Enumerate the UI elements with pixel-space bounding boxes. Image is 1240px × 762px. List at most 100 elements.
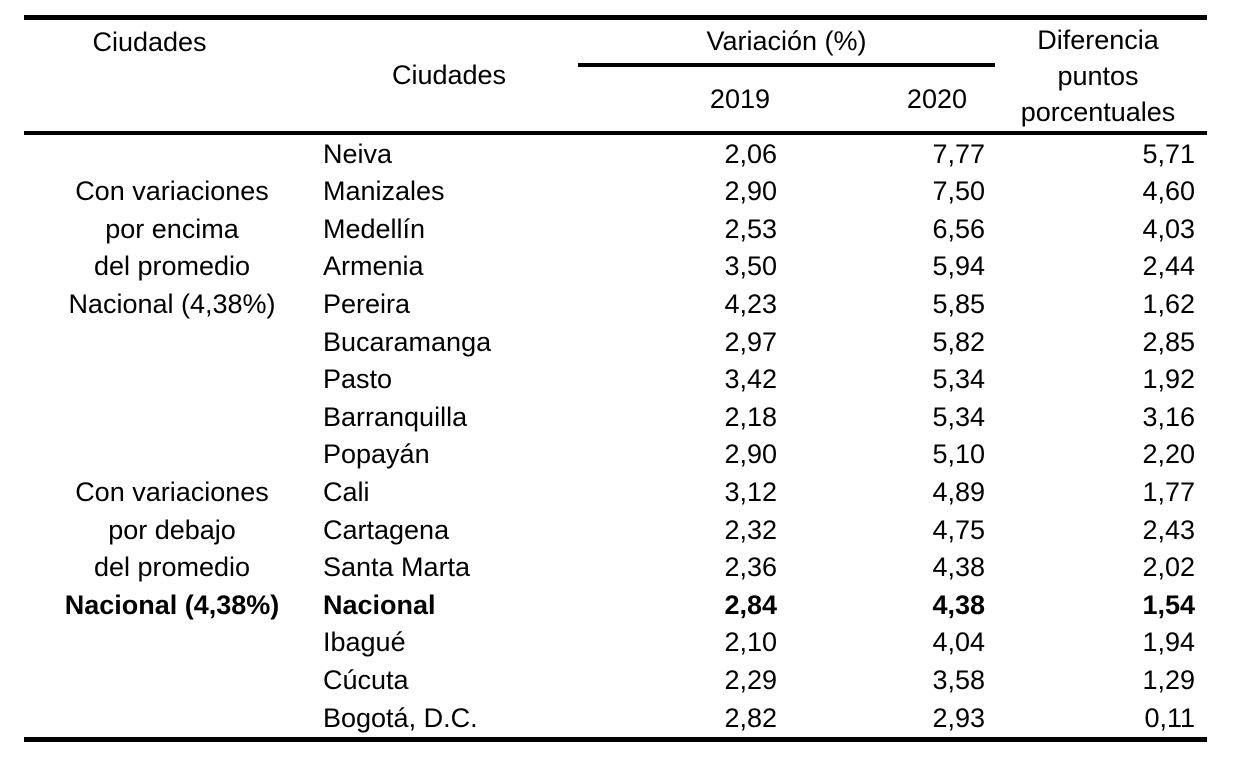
city-cell: Manizales [323,176,445,207]
value-2019-cell: 2,29 [724,664,777,695]
value-2019-cell: 2,90 [724,176,777,207]
value-2019-cell: 4,23 [724,288,777,319]
value-2019-cell: 2,18 [724,401,777,432]
value-2019-cell: 2,06 [578,131,778,173]
group-label-cell: por encima [105,213,239,244]
city-cell: Armenia [323,251,424,282]
diff-cell: 0,11 [1144,702,1195,733]
group-label-cell: Con variaciones [75,176,269,207]
diff-cell: 1,54 [1142,589,1195,620]
value-2020-cell: 5,34 [932,364,985,395]
header-ciudades-group: Ciudades [92,27,207,57]
header-ciudades: Ciudades [391,60,507,91]
table-row: Nacional (4,38%) Nacional 2,84 4,38 1,54 [24,586,1207,624]
city-cell: Ibagué [323,627,406,658]
group-label-cell [24,699,320,739]
value-2019-cell: 2,36 [724,552,777,583]
header-year-2020: 2020 [906,83,967,114]
city-cell: Cali [323,476,370,507]
diff-cell: 1,77 [1142,476,1195,507]
diff-cell: 2,43 [1142,514,1195,545]
table-row: Neiva 2,06 7,77 5,71 [24,131,1207,173]
diff-cell: 1,92 [1142,364,1195,395]
value-2020-cell: 5,94 [932,251,985,282]
diff-cell: 4,60 [1142,176,1195,207]
diff-cell: 4,03 [1142,213,1195,244]
table-row: Ibagué 2,10 4,04 1,94 [24,624,1207,662]
value-2020-cell: 5,82 [932,326,985,357]
value-2020-cell: 4,04 [932,627,985,658]
value-2019-cell: 3,50 [724,251,777,282]
table-row: Barranquilla 2,18 5,34 3,16 [24,398,1207,436]
city-cell: Santa Marta [323,552,471,583]
table-row: Popayán 2,90 5,10 2,20 [24,436,1207,474]
table-row: Con variaciones Manizales 2,90 7,50 4,60 [24,173,1207,211]
value-2019-cell: 2,10 [724,627,777,658]
header-diferencia-line1: Diferencia [1037,24,1159,55]
value-2019-cell: 2,82 [724,702,777,733]
city-cell: Cúcuta [323,664,409,695]
diff-cell: 1,29 [1142,664,1195,695]
value-2020-cell: 7,77 [778,131,995,173]
table-row: por debajo Cartagena 2,32 4,75 2,43 [24,511,1207,549]
value-2020-cell: 4,38 [932,589,985,620]
header-diferencia: Diferencia puntos porcentuales [995,18,1207,134]
group-label-cell: Nacional (4,38%) [68,288,276,319]
group-label-cell [24,323,320,361]
table-row: Nacional (4,38%) Pereira 4,23 5,85 1,62 [24,285,1207,323]
diff-cell: 3,16 [1142,401,1195,432]
diff-cell: 2,85 [1142,326,1195,357]
diff-cell: 2,44 [1142,251,1195,282]
table-row: por encima Medellín 2,53 6,56 4,03 [24,210,1207,248]
value-2019-cell: 2,32 [724,514,777,545]
value-2020-cell: 4,38 [932,552,985,583]
city-cell: Neiva [320,131,578,173]
value-2020-cell: 3,58 [932,664,985,695]
header-variacion: Variación (%) [578,17,995,67]
diff-cell: 2,02 [1142,552,1195,583]
value-2019-cell: 2,90 [724,439,777,470]
group-label-cell: por debajo [108,514,236,545]
value-2019-cell: 3,42 [724,364,777,395]
city-cell: Bogotá, D.C. [323,702,478,733]
table-body: Neiva 2,06 7,77 5,71 Con variaciones Man… [24,131,1207,739]
table-row: del promedio Santa Marta 2,36 4,38 2,02 [24,549,1207,587]
header-diferencia-line3: porcentuales [1020,96,1176,127]
city-cell: Pereira [323,288,411,319]
header-diferencia-line2: puntos [1057,60,1139,91]
value-2020-cell: 2,93 [932,702,985,733]
header-year-2019: 2019 [709,83,770,114]
value-2020-cell: 7,50 [932,176,985,207]
group-label-cell: del promedio [93,251,251,282]
group-label-cell: Nacional (4,38%) [64,589,280,620]
value-2019-cell: 2,97 [724,326,777,357]
group-label-cell: del promedio [93,552,251,583]
table-row: Con variaciones Cali 3,12 4,89 1,77 [24,473,1207,511]
value-2019-cell: 2,53 [724,213,777,244]
city-cell: Popayán [323,439,430,470]
value-2019-cell: 3,12 [724,476,777,507]
group-label-cell [24,624,320,662]
value-2020-cell: 4,75 [932,514,985,545]
value-2020-cell: 5,34 [932,401,985,432]
city-cell: Pasto [323,364,393,395]
group-label-cell [24,661,320,699]
city-cell: Bucaramanga [323,326,492,357]
value-2020-cell: 5,85 [932,288,985,319]
diff-cell: 1,62 [1142,288,1195,319]
table-row: del promedio Armenia 3,50 5,94 2,44 [24,248,1207,286]
diff-cell: 2,20 [1142,439,1195,470]
value-2020-cell: 4,89 [932,476,985,507]
city-cell: Cartagena [323,514,450,545]
diff-cell: 1,94 [1142,627,1195,658]
city-cell: Nacional [323,589,436,620]
table-header: Ciudades Ciudades Variación (%) Diferenc… [24,17,1207,134]
group-label-cell [24,131,320,173]
group-label-cell [24,398,320,436]
group-label-cell: Con variaciones [75,476,269,507]
value-2020-cell: 5,10 [932,439,985,470]
city-cell: Barranquilla [323,401,468,432]
city-variation-table: Ciudades Ciudades Variación (%) Diferenc… [24,15,1207,742]
diff-cell: 5,71 [995,131,1207,173]
